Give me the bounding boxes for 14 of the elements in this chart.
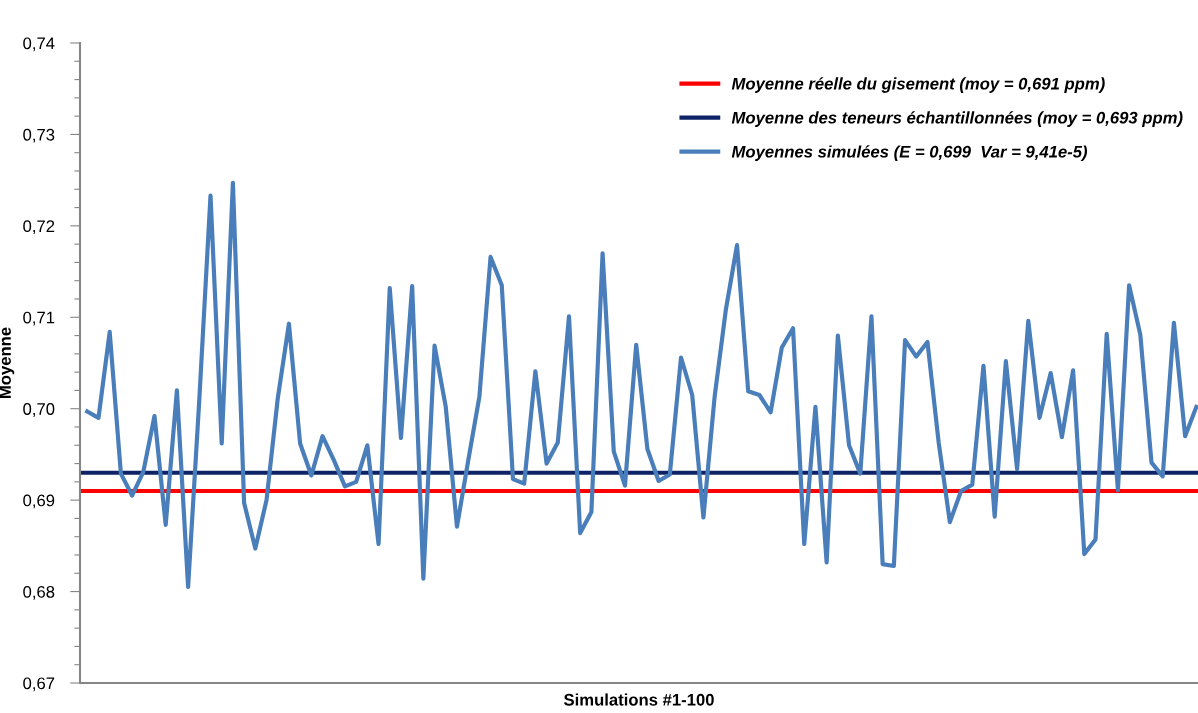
- y-tick-label: 0,69: [23, 494, 55, 509]
- y-axis-title: Moyenne: [0, 327, 15, 398]
- y-tick-label: 0,68: [23, 585, 55, 600]
- line-series: [85, 180, 1198, 590]
- legend-label: Moyennes simulées (E = 0,699 Var = 9,41e-5): [731, 145, 1088, 161]
- y-tick-label: 0,74: [23, 37, 55, 52]
- y-tick-label: 0,71: [23, 311, 55, 326]
- legend-label: Moyenne réelle du gisement (moy = 0,691 ppm): [731, 77, 1105, 93]
- y-tick-label: 0,70: [23, 403, 55, 417]
- y-tick-label: 0,67: [23, 677, 55, 692]
- legend-label: Moyenne des teneurs échantillonnées (moy = 0,693 ppm): [731, 111, 1183, 127]
- y-tick-label: 0,73: [23, 128, 55, 143]
- x-axis-title: Simulations #1-100: [563, 693, 714, 706]
- y-tick-label: 0,72: [23, 220, 55, 235]
